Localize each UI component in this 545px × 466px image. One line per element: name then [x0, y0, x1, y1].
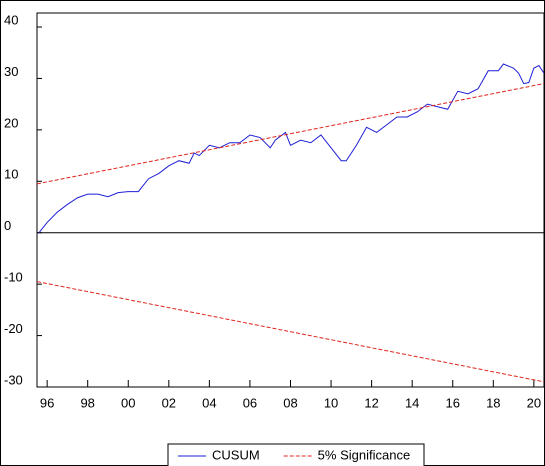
x-tick-label: 98 [80, 395, 94, 410]
x-tick-label: 96 [40, 395, 54, 410]
y-tick-label: -20 [4, 321, 23, 336]
y-tick-label: -30 [4, 372, 23, 387]
y-tick-label: 0 [4, 218, 11, 233]
y-tick-label: 20 [4, 115, 18, 130]
legend-label: 5% Significance [318, 447, 411, 462]
x-tick-label: 18 [486, 395, 500, 410]
y-tick-label: 40 [4, 12, 18, 27]
y-tick-label: 10 [4, 167, 18, 182]
x-tick-label: 04 [202, 395, 216, 410]
x-tick-label: 02 [162, 395, 176, 410]
x-tick-label: 10 [324, 395, 338, 410]
y-tick-label: 30 [4, 64, 18, 79]
series-line [36, 281, 545, 383]
x-tick-label: 08 [283, 395, 297, 410]
plot-frame [36, 12, 545, 388]
x-tick-label: 20 [527, 395, 541, 410]
x-tick-label: 00 [121, 395, 135, 410]
legend-label: CUSUM [212, 447, 260, 462]
x-tick-label: 06 [243, 395, 257, 410]
x-tick-label: 14 [405, 395, 419, 410]
legend-box [167, 443, 425, 466]
x-tick-label: 12 [364, 395, 378, 410]
series-line [38, 63, 545, 234]
x-tick-label: 16 [446, 395, 460, 410]
y-tick-label: -10 [4, 270, 23, 285]
series-line [36, 83, 545, 185]
